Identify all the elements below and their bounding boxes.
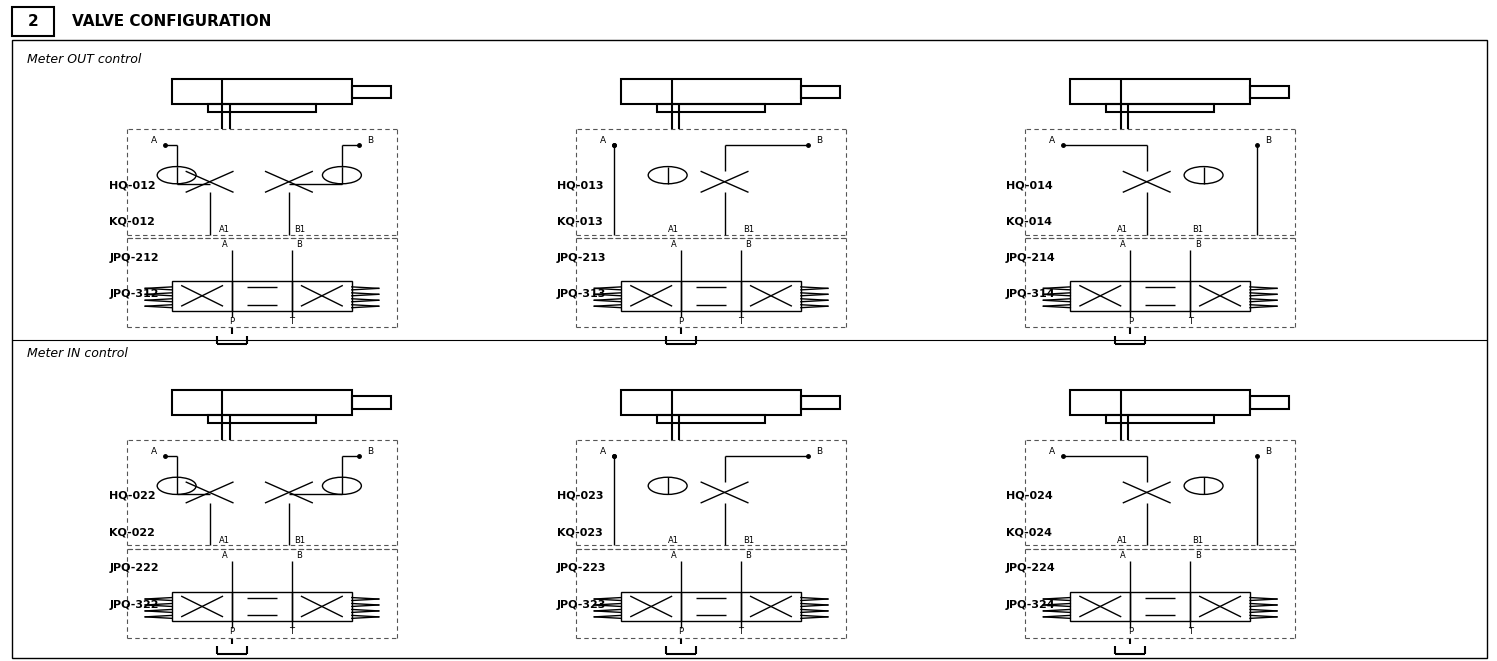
Text: T: T	[738, 627, 744, 637]
Text: JPQ-224: JPQ-224	[1006, 563, 1055, 574]
Text: A1: A1	[668, 225, 680, 234]
Text: Meter OUT control: Meter OUT control	[27, 53, 141, 66]
Text: B: B	[1265, 136, 1271, 145]
Text: HQ-023: HQ-023	[557, 490, 603, 501]
Text: B: B	[1265, 447, 1271, 456]
Text: A: A	[1120, 551, 1126, 560]
Text: JPQ-212: JPQ-212	[109, 253, 159, 263]
Text: JPQ-322: JPQ-322	[109, 600, 159, 610]
Text: JPQ-222: JPQ-222	[109, 563, 159, 574]
Text: B: B	[296, 240, 302, 249]
Text: B: B	[1195, 551, 1201, 560]
Text: T: T	[289, 627, 295, 637]
Text: 2: 2	[27, 15, 39, 29]
Text: A: A	[1120, 240, 1126, 249]
Text: A: A	[1049, 447, 1055, 456]
Text: B1: B1	[1192, 225, 1204, 234]
Text: HQ-014: HQ-014	[1006, 180, 1052, 190]
Text: HQ-022: HQ-022	[109, 490, 156, 501]
Text: KQ-023: KQ-023	[557, 527, 603, 537]
Text: B: B	[746, 551, 751, 560]
Text: A: A	[222, 240, 228, 249]
Text: HQ-013: HQ-013	[557, 180, 603, 190]
Text: JPQ-214: JPQ-214	[1006, 253, 1055, 263]
Text: JPQ-313: JPQ-313	[557, 289, 606, 299]
Text: B: B	[816, 136, 822, 145]
Text: JPQ-323: JPQ-323	[557, 600, 606, 610]
Text: A1: A1	[219, 225, 231, 234]
Text: A: A	[600, 136, 606, 145]
Text: KQ-022: KQ-022	[109, 527, 156, 537]
Text: KQ-012: KQ-012	[109, 216, 156, 227]
Text: B: B	[746, 240, 751, 249]
Text: A1: A1	[1117, 535, 1129, 545]
Text: JPQ-314: JPQ-314	[1006, 289, 1055, 299]
Text: A: A	[1049, 136, 1055, 145]
Text: HQ-012: HQ-012	[109, 180, 156, 190]
Text: A1: A1	[1117, 225, 1129, 234]
Text: KQ-024: KQ-024	[1006, 527, 1052, 537]
Text: KQ-013: KQ-013	[557, 216, 603, 227]
Text: JPQ-324: JPQ-324	[1006, 600, 1055, 610]
Text: VALVE CONFIGURATION: VALVE CONFIGURATION	[72, 15, 271, 29]
Text: A: A	[151, 136, 157, 145]
Text: A1: A1	[668, 535, 680, 545]
Text: P: P	[229, 627, 235, 637]
Text: B: B	[1195, 240, 1201, 249]
Text: JPQ-223: JPQ-223	[557, 563, 606, 574]
Text: KQ-014: KQ-014	[1006, 216, 1052, 227]
Text: B: B	[296, 551, 302, 560]
Text: T: T	[289, 317, 295, 326]
Text: T: T	[738, 317, 744, 326]
Text: T: T	[1187, 317, 1193, 326]
Text: B1: B1	[293, 225, 305, 234]
Text: JPQ-213: JPQ-213	[557, 253, 606, 263]
Text: B1: B1	[293, 535, 305, 545]
Text: JPQ-312: JPQ-312	[109, 289, 159, 299]
Text: A: A	[671, 240, 677, 249]
Text: B: B	[367, 447, 373, 456]
Text: B1: B1	[1192, 535, 1204, 545]
Text: P: P	[229, 317, 235, 326]
Text: B: B	[816, 447, 822, 456]
Text: A: A	[151, 447, 157, 456]
Text: P: P	[1127, 317, 1133, 326]
Text: B: B	[367, 136, 373, 145]
Text: B1: B1	[743, 225, 754, 234]
Text: Meter IN control: Meter IN control	[27, 347, 127, 360]
Text: HQ-024: HQ-024	[1006, 490, 1052, 501]
Text: B1: B1	[743, 535, 754, 545]
Text: P: P	[1127, 627, 1133, 637]
Text: T: T	[1187, 627, 1193, 637]
Text: P: P	[678, 317, 684, 326]
Text: A1: A1	[219, 535, 231, 545]
Text: A: A	[671, 551, 677, 560]
Text: A: A	[222, 551, 228, 560]
Text: P: P	[678, 627, 684, 637]
Text: A: A	[600, 447, 606, 456]
